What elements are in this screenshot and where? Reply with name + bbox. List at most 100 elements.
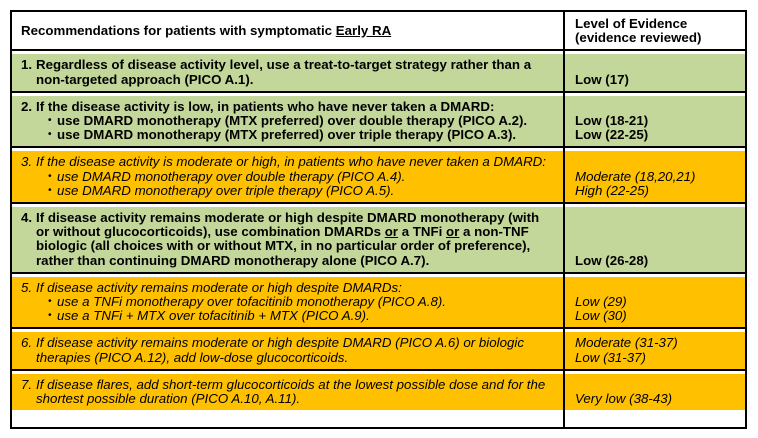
evidence-cell: Low (29) Low (30): [563, 276, 745, 328]
text-segment: If disease activity remains moderate or …: [36, 210, 540, 240]
text-segment: If disease flares, add short-term glucoc…: [36, 376, 546, 407]
recommendations-table: Recommendations for patients with sympto…: [10, 10, 747, 429]
bullet-icon: •: [48, 115, 52, 127]
recommendation-text: If the disease activity is moderate or h…: [36, 155, 546, 169]
recommendation-text: If disease activity remains moderate or …: [36, 335, 553, 365]
evidence-value: High (22-25): [575, 182, 649, 198]
bullet-item: • use DMARD monotherapy over double thera…: [36, 168, 546, 184]
evidence-value: Moderate (31-37): [575, 335, 678, 351]
row-number: 3.: [21, 154, 33, 170]
table-body: 1. Regardless of disease activity level, …: [12, 49, 745, 411]
evidence-cell: Very low (38-43): [563, 373, 745, 411]
row-separator: [12, 368, 745, 374]
bullet-text: use a TNFi monotherapy over tofacitinib …: [57, 294, 446, 310]
row-separator: [12, 90, 745, 96]
evidence-cell: Low (18-21) Low (22-25): [563, 95, 745, 147]
recommendation-cell: 2. If the disease activity is low, in pat…: [12, 95, 563, 147]
recommendation-text: If disease activity remains moderate or …: [36, 279, 446, 295]
evidence-value: Low (22-25): [575, 127, 649, 143]
bullet-item: • use DMARD monotherapy over triple thera…: [36, 182, 546, 198]
recommendation-row-4: 4. If disease activity remains moderate o…: [12, 207, 745, 272]
bullet-text: use DMARD monotherapy (MTX preferred) ov…: [57, 113, 528, 129]
recommendation-cell: 4. If disease activity remains moderate o…: [12, 207, 563, 272]
text-segment: If the disease activity is low, in patie…: [36, 98, 495, 114]
recommendation-row-2: 2. If the disease activity is low, in pat…: [12, 95, 745, 147]
recommendation-cell: 3. If the disease activity is moderate or…: [12, 151, 563, 203]
evidence-cell: Low (26-28): [563, 207, 745, 272]
recommendation-text: Regardless of disease activity level, us…: [36, 57, 553, 87]
evidence-value: Moderate (18,20,21): [575, 168, 696, 184]
evidence-cell: Low (17): [563, 54, 745, 91]
recommendation-text: If the disease activity is low, in patie…: [36, 98, 527, 114]
recommendation-cell: 1. Regardless of disease activity level, …: [12, 54, 563, 91]
text-segment: Recommendations for patients with sympto…: [21, 22, 336, 38]
bullet-text: use DMARD monotherapy over triple therap…: [57, 182, 546, 198]
bullet-icon: •: [48, 310, 52, 322]
bullet-text: use a TNFi + MTX over tofacitinib + MTX …: [57, 309, 446, 323]
row-separator: [12, 146, 745, 152]
evidence-value: Low (17): [575, 71, 629, 87]
recommendation-cell: 5. If disease activity remains moderate o…: [12, 276, 563, 328]
text-segment: Regardless of disease activity level, us…: [36, 57, 532, 87]
evidence-value: Low (30): [575, 308, 627, 324]
text-segment: a non-TNF biologic (all choices with or …: [36, 224, 531, 268]
row-number: 7.: [21, 376, 33, 392]
text-segment: use a TNFi + MTX over tofacitinib + MTX …: [57, 308, 370, 324]
text-segment: use a TNFi monotherapy over tofacitinib …: [57, 294, 446, 310]
text-segment: use DMARD monotherapy (MTX preferred) ov…: [57, 127, 517, 143]
underlined-text: or: [384, 224, 398, 240]
bullet-icon: •: [48, 296, 52, 308]
evidence-value: Low (26-28): [575, 252, 649, 268]
bullet-text: use DMARD monotherapy (MTX preferred) ov…: [57, 128, 527, 142]
evidence-value: Low (31-37): [575, 349, 646, 365]
row-separator: [12, 202, 745, 208]
recommendation-cell: 7. If disease flares, add short-term gluc…: [12, 373, 563, 411]
text-segment: If disease activity remains moderate or …: [36, 335, 524, 365]
evidence-value: Very low (38-43): [575, 391, 673, 407]
bullet-item: • use a TNFi monotherapy over tofacitinib…: [36, 294, 446, 310]
column-divider: [563, 12, 565, 427]
recommendation-row-3: 3. If the disease activity is moderate or…: [12, 151, 745, 203]
text-segment: use DMARD monotherapy over double therap…: [57, 168, 406, 184]
bullet-icon: •: [48, 184, 52, 196]
bullet-item: • use DMARD monotherapy (MTX preferred) o…: [36, 113, 528, 129]
table-header-row: Recommendations for patients with sympto…: [12, 12, 745, 50]
underlined-text: Early RA: [335, 22, 392, 38]
header-evidence-line2: (evidence reviewed): [575, 30, 702, 46]
row-number: 2.: [21, 98, 33, 114]
row-separator: [12, 271, 745, 277]
text-segment: a TNFi: [398, 224, 447, 240]
row-separator: [12, 49, 745, 55]
row-number: 5.: [21, 279, 33, 295]
underlined-text: or: [446, 224, 460, 240]
header-evidence-line1: Level of Evidence: [575, 16, 688, 31]
recommendation-row-6: 6. If disease activity remains moderate o…: [12, 332, 745, 369]
evidence-cell: Moderate (31-37) Low (31-37): [563, 332, 745, 369]
recommendation-row-1: 1. Regardless of disease activity level, …: [12, 54, 745, 91]
recommendation-text: If disease activity remains moderate or …: [36, 210, 553, 268]
row-number: 6.: [21, 335, 33, 351]
evidence-cell: Moderate (18,20,21) High (22-25): [563, 151, 745, 203]
header-title: Recommendations for patients with sympto…: [21, 22, 392, 38]
bullet-icon: •: [48, 170, 52, 182]
row-separator: [12, 327, 745, 333]
recommendation-cell: 6. If disease activity remains moderate o…: [12, 332, 563, 369]
text-segment: If the disease activity is moderate or h…: [36, 154, 546, 170]
header-evidence-cell: Level of Evidence (evidence reviewed): [563, 12, 745, 50]
row-number: 1.: [21, 57, 33, 73]
bullet-text: use DMARD monotherapy over double therap…: [57, 168, 546, 184]
bullet-item: • use DMARD monotherapy (MTX preferred) o…: [36, 128, 527, 142]
bullet-item: • use a TNFi + MTX over tofacitinib + MTX…: [36, 309, 446, 323]
bullet-icon: •: [48, 129, 52, 141]
evidence-value: Low (18-21): [575, 113, 649, 129]
header-recommendations-cell: Recommendations for patients with sympto…: [12, 12, 563, 50]
recommendation-row-5: 5. If disease activity remains moderate o…: [12, 276, 745, 328]
text-segment: use DMARD monotherapy over triple therap…: [57, 182, 395, 198]
text-segment: use DMARD monotherapy (MTX preferred) ov…: [57, 113, 528, 129]
recommendation-row-7: 7. If disease flares, add short-term gluc…: [12, 373, 745, 411]
text-segment: If disease activity remains moderate or …: [36, 279, 402, 295]
recommendation-text: If disease flares, add short-term glucoc…: [36, 376, 553, 407]
evidence-value: Low (29): [575, 294, 627, 310]
row-number: 4.: [21, 210, 33, 226]
